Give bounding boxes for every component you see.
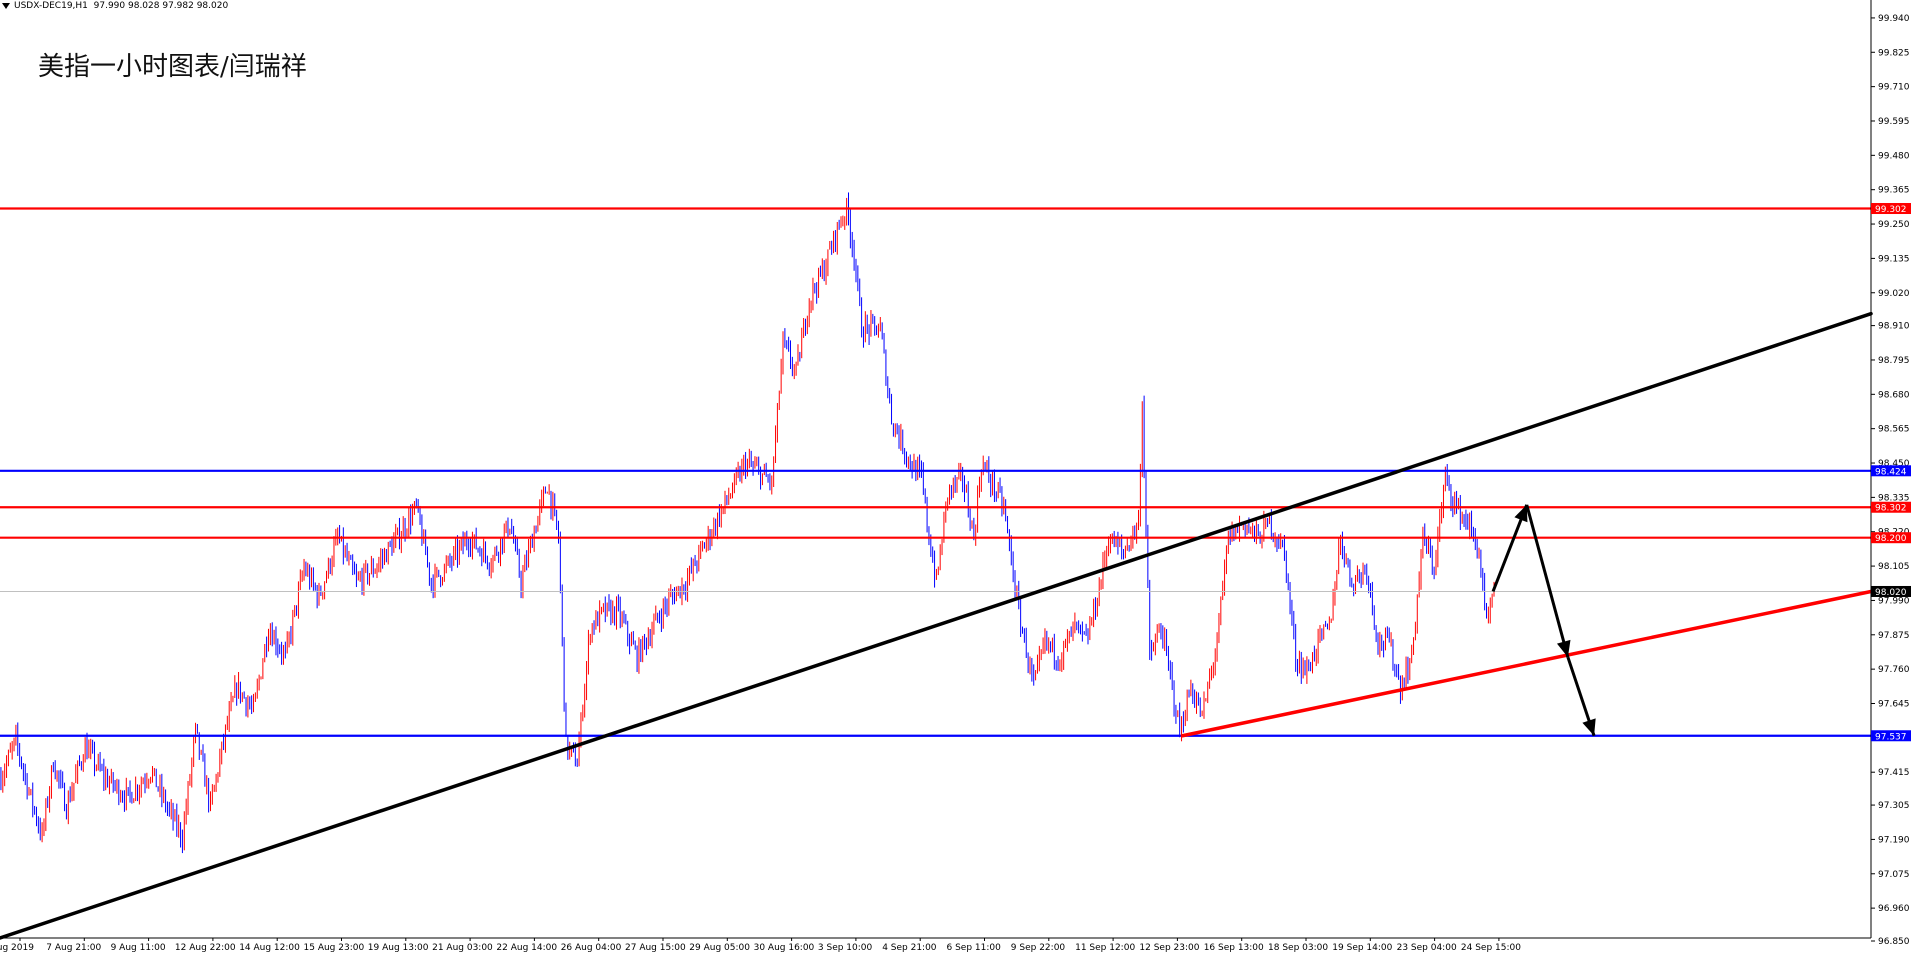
level-price-tag: [1871, 203, 1911, 215]
time-tick-label: 11 Sep 12:00: [1075, 943, 1135, 953]
price-tick-label: 99.480: [1878, 151, 1910, 161]
trendlines: [0, 311, 1873, 940]
price-tick-label: 99.250: [1878, 220, 1910, 230]
current-price-tag: [1871, 585, 1911, 597]
price-tick-label: 99.365: [1878, 186, 1910, 196]
time-tick-label: 19 Sep 14:00: [1332, 943, 1392, 953]
price-tick-label: 96.850: [1878, 937, 1910, 947]
time-tick-label: 21 Aug 03:00: [432, 943, 493, 953]
time-tick-label: 15 Aug 23:00: [304, 943, 365, 953]
projection-arrow-head: [1514, 504, 1528, 523]
price-tick-label: 97.875: [1878, 631, 1910, 641]
price-tick-label: 98.680: [1878, 390, 1910, 400]
level-price-labels: 99.302 98.424 98.302 98.200 97.537 98.020: [1871, 203, 1911, 742]
price-tick-label: 99.940: [1878, 14, 1910, 24]
time-tick-label: 12 Sep 23:00: [1139, 943, 1199, 953]
time-tick-label: 22 Aug 14:00: [496, 943, 557, 953]
price-tick-label: 99.595: [1878, 117, 1910, 127]
chart-title: 美指一小时图表/闫瑞祥: [38, 52, 307, 82]
horizontal-levels: [0, 207, 1871, 737]
price-tick-label: 98.105: [1878, 562, 1910, 572]
time-tick-label: 9 Aug 11:00: [111, 943, 166, 953]
time-tick-label: 16 Sep 13:00: [1204, 943, 1264, 953]
level-price-tag-text: 98.424: [1875, 467, 1907, 477]
projection-arrow-shaft: [1525, 504, 1570, 658]
trendline-support-trend: [1180, 589, 1873, 738]
time-tick-label: 14 Aug 12:00: [239, 943, 300, 953]
projection-arrow-head: [1582, 718, 1596, 736]
price-tick-label: 97.190: [1878, 835, 1910, 845]
level-price-tag-text: 98.302: [1875, 504, 1907, 514]
price-tick-label: 99.710: [1878, 83, 1910, 93]
price-tick-label: 97.645: [1878, 700, 1910, 710]
time-tick-label: 29 Aug 05:00: [689, 943, 750, 953]
time-tick-label: 19 Aug 13:00: [368, 943, 429, 953]
price-tick-label: 98.565: [1878, 425, 1910, 435]
price-tick-label: 97.760: [1878, 665, 1910, 675]
price-tick-label: 97.075: [1878, 870, 1910, 880]
level-price-tag-text: 97.537: [1875, 732, 1907, 742]
time-tick-label: 30 Aug 16:00: [754, 943, 815, 953]
level-price-tag: [1871, 501, 1911, 513]
price-tick-label: 96.960: [1878, 904, 1910, 914]
price-tick-label: 97.990: [1878, 596, 1910, 606]
price-tick-label: 99.135: [1878, 254, 1910, 264]
level-price-tag: [1871, 532, 1911, 544]
time-tick-label: 12 Aug 22:00: [175, 943, 236, 953]
time-tick-label: 9 Sep 22:00: [1011, 943, 1066, 953]
level-price-tag-text: 98.200: [1875, 534, 1907, 544]
ohlc-readout: 97.990 98.028 97.982 98.020: [93, 1, 229, 11]
level-price-tag: [1871, 730, 1911, 742]
time-tick-label: 27 Aug 15:00: [625, 943, 686, 953]
time-tick-label: 26 Aug 04:00: [561, 943, 622, 953]
price-tick-label: 98.795: [1878, 356, 1910, 366]
time-tick-label: 5 Aug 2019: [0, 943, 34, 953]
price-tick-label: 99.825: [1878, 48, 1910, 58]
chart-header: USDX-DEC19,H1 97.990 98.028 97.982 98.02…: [0, 0, 228, 14]
time-tick-label: 4 Sep 21:00: [882, 943, 937, 953]
price-tick-label: 99.020: [1878, 289, 1910, 299]
time-tick-label: 23 Sep 04:00: [1397, 943, 1457, 953]
time-tick-label: 3 Sep 10:00: [818, 943, 873, 953]
projection-arrow-head: [1556, 639, 1571, 658]
time-axis: 5 Aug 2019 7 Aug 21:00 9 Aug 11:00 12 Aug 2…: [0, 937, 1871, 953]
price-tick-label: 97.415: [1878, 768, 1910, 778]
level-price-tag: [1871, 465, 1911, 477]
price-tick-label: 97.305: [1878, 801, 1910, 811]
dropdown-icon[interactable]: [2, 2, 10, 9]
price-tick-label: 98.450: [1878, 459, 1910, 469]
symbol-label: USDX-DEC19,H1: [14, 1, 88, 11]
price-tick-label: 98.335: [1878, 493, 1910, 503]
time-tick-label: 24 Sep 15:00: [1461, 943, 1521, 953]
time-tick-label: 6 Sep 11:00: [947, 943, 1002, 953]
current-price-tag-text: 98.020: [1875, 588, 1907, 598]
price-tick-label: 98.910: [1878, 322, 1910, 332]
trendline-long-uptrend: [0, 311, 1873, 940]
time-tick-label: 7 Aug 21:00: [46, 943, 101, 953]
level-price-tag-text: 99.302: [1875, 205, 1907, 215]
time-tick-label: 18 Sep 03:00: [1268, 943, 1328, 953]
projection-arrows: [1491, 504, 1596, 737]
